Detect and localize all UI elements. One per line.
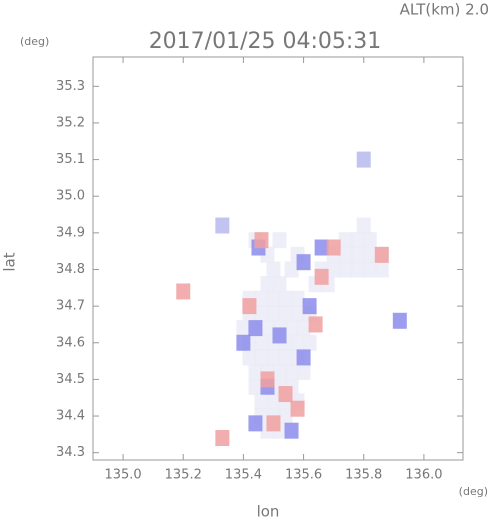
x-tick-label: 135.8 xyxy=(345,468,382,483)
echo-cell xyxy=(266,305,281,322)
x-tick-label: 135.6 xyxy=(285,468,322,483)
echo-cell xyxy=(248,320,263,337)
y-tick-label: 35.1 xyxy=(56,152,85,167)
echo-cell xyxy=(290,305,305,322)
echo-cell xyxy=(272,276,287,293)
echo-cell xyxy=(272,364,287,381)
y-tick-label: 34.7 xyxy=(56,299,85,314)
x-axis-label: lon xyxy=(257,503,280,521)
x-tick-label: 135.0 xyxy=(104,468,141,483)
echo-cell xyxy=(338,232,353,249)
echo-cell xyxy=(272,232,287,249)
echo-cell xyxy=(254,334,269,351)
echo-cell xyxy=(392,312,407,329)
y-tick-label: 34.5 xyxy=(56,372,85,387)
echo-cell xyxy=(296,254,311,271)
echo-cell xyxy=(290,290,305,307)
echo-cell xyxy=(338,246,353,263)
echo-cell xyxy=(254,305,269,322)
echo-cell xyxy=(296,349,311,366)
echo-cell xyxy=(290,400,305,417)
x-tick-label: 135.2 xyxy=(165,468,202,483)
x-tick-label: 135.4 xyxy=(225,468,262,483)
echo-cell xyxy=(260,371,275,388)
echo-cell xyxy=(326,239,341,256)
echo-cell xyxy=(314,239,329,256)
x-unit: (deg) xyxy=(459,485,488,498)
echo-cell xyxy=(350,261,365,278)
echo-cell xyxy=(278,290,293,307)
echo-cell xyxy=(356,151,371,168)
y-tick-label: 34.8 xyxy=(56,262,85,277)
echo-cell xyxy=(374,246,389,263)
y-axis-label: lat xyxy=(1,252,19,271)
echo-cell xyxy=(374,261,389,278)
echo-cell xyxy=(290,334,305,351)
echo-cell xyxy=(284,261,299,278)
echo-cell xyxy=(215,430,230,447)
echo-cell xyxy=(278,305,293,322)
echo-cell xyxy=(350,232,365,249)
echo-cell xyxy=(272,327,287,344)
altitude-label: ALT(km) 2.0 xyxy=(400,1,489,19)
echo-cell xyxy=(362,261,377,278)
echo-cell xyxy=(254,393,269,410)
echo-cell xyxy=(254,290,269,307)
echo-cell xyxy=(215,217,230,234)
echo-cell xyxy=(284,364,299,381)
echo-cell xyxy=(314,268,329,285)
echo-cell xyxy=(176,283,191,300)
echo-cell xyxy=(254,232,269,249)
echo-cell xyxy=(248,378,263,395)
echo-cell xyxy=(266,261,281,278)
echo-cell xyxy=(266,290,281,307)
y-tick-label: 34.4 xyxy=(56,409,85,424)
y-tick-label: 35.3 xyxy=(56,79,85,94)
echo-cell xyxy=(350,246,365,263)
echo-cell xyxy=(362,246,377,263)
echo-cell xyxy=(248,364,263,381)
echo-cell xyxy=(278,386,293,403)
echo-cell xyxy=(236,320,251,337)
plot-frame xyxy=(92,56,464,461)
x-tick-label: 136.0 xyxy=(405,468,442,483)
echo-cell xyxy=(296,320,311,337)
echo-cell xyxy=(248,415,263,432)
echo-cell xyxy=(254,349,269,366)
y-tick-label: 34.6 xyxy=(56,335,85,350)
echo-cell xyxy=(236,334,251,351)
echo-cell xyxy=(242,349,257,366)
y-tick-label: 34.3 xyxy=(56,445,85,460)
echo-cell xyxy=(284,320,299,337)
echo-cell xyxy=(266,415,281,432)
chart-title: 2017/01/25 04:05:31 xyxy=(149,29,382,54)
echo-cell xyxy=(260,320,275,337)
echo-cell xyxy=(302,334,317,351)
echo-cell xyxy=(338,261,353,278)
echo-cell xyxy=(284,422,299,439)
echo-cell xyxy=(296,364,311,381)
echo-cell xyxy=(326,261,341,278)
echo-cell xyxy=(356,217,371,234)
echo-cell xyxy=(302,298,317,315)
echo-cell xyxy=(308,316,323,333)
echo-cell xyxy=(278,408,293,425)
echo-cell xyxy=(260,276,275,293)
y-tick-label: 35.0 xyxy=(56,189,85,204)
echo-cell xyxy=(266,393,281,410)
y-tick-label: 35.2 xyxy=(56,115,85,130)
echo-cell xyxy=(362,232,377,249)
echo-cell xyxy=(266,349,281,366)
y-tick-label: 34.9 xyxy=(56,225,85,240)
echo-cell xyxy=(278,349,293,366)
y-unit: (deg) xyxy=(20,35,49,48)
echo-cell xyxy=(242,298,257,315)
